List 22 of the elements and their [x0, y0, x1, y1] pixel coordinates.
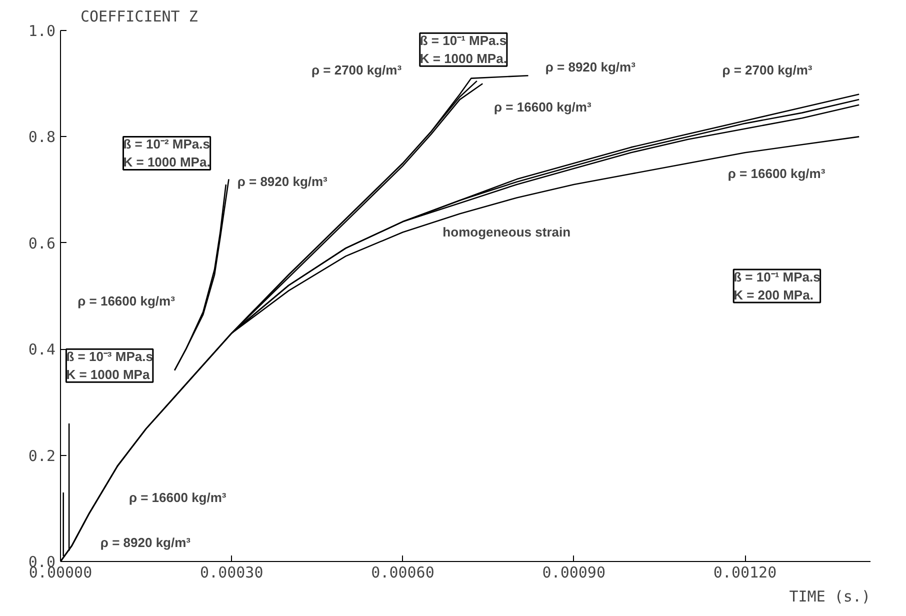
annotation: ρ = 16600 kg/m³: [728, 166, 826, 181]
x-axis-title: TIME (s.): [789, 588, 871, 606]
y-tick-label: 1.0: [28, 22, 56, 40]
annotation: ρ = 2700 kg/m³: [722, 62, 813, 78]
annotation: ρ = 8920 kg/m³: [100, 534, 192, 550]
x-tick-label: 0.00120: [713, 564, 777, 582]
annotation: ρ = 16600 kg/m³: [128, 490, 227, 505]
annotation: ρ = 8920 kg/m³: [237, 174, 328, 189]
annotation: ρ = 8920 kg/m³: [545, 60, 636, 75]
x-tick-label: 0.00090: [542, 564, 606, 582]
y-tick-label: 0.4: [28, 340, 56, 359]
annotation: homogeneous strain: [442, 224, 571, 240]
y-axis-title: COEFFICIENT Z: [80, 8, 198, 26]
annotation: ρ = 16600 kg/m³: [494, 100, 592, 115]
y-tick-label: 0.8: [28, 128, 56, 146]
y-tick-label: 0.2: [28, 446, 56, 465]
x-tick-label: 0.00030: [200, 564, 264, 582]
annotation: ρ = 2700 kg/m³: [311, 62, 402, 78]
x-tick-label: 0.00060: [371, 564, 434, 582]
annotation: ß = 10⁻² MPa.s K = 1000 MPa.: [123, 136, 210, 170]
annotation: ρ = 16600 kg/m³: [78, 293, 176, 308]
y-tick-label: 0.6: [28, 234, 56, 252]
